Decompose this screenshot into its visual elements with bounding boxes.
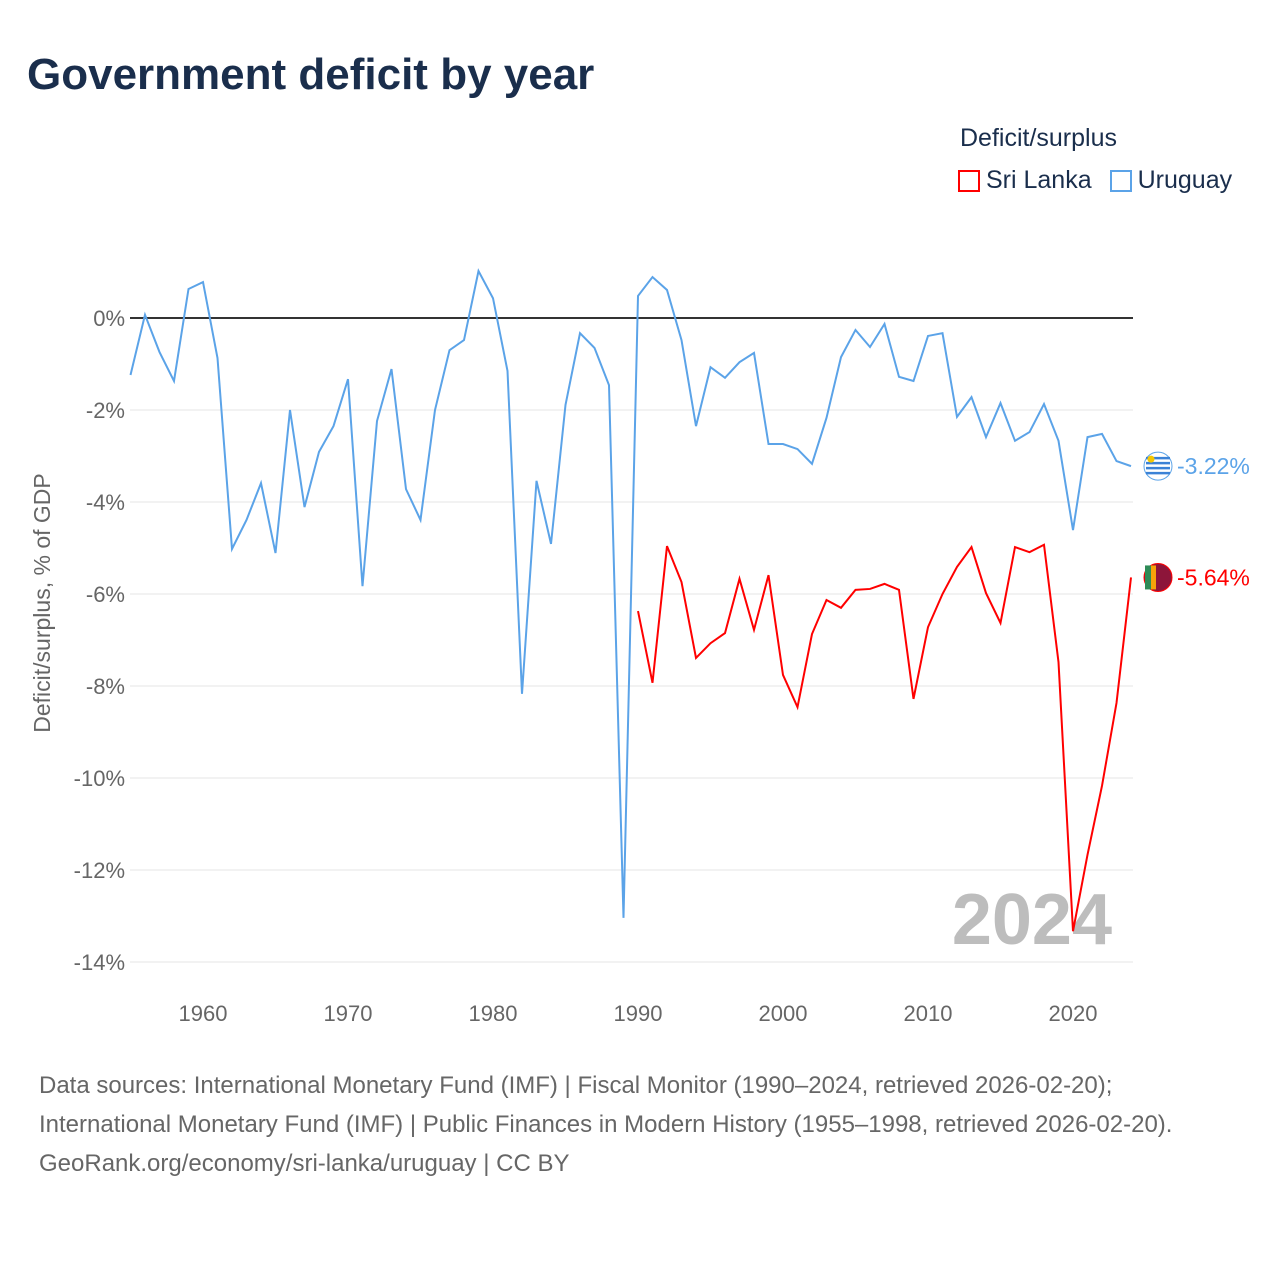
uruguay-flag-icon — [1143, 451, 1173, 481]
series-line-uruguay — [129, 268, 1132, 918]
legend-swatch — [958, 169, 980, 192]
x-tick-label: 2010 — [904, 1001, 953, 1026]
y-tick-label: -8% — [86, 674, 125, 699]
flag-stripe — [1151, 565, 1156, 590]
legend-label: Sri Lanka — [986, 166, 1092, 194]
y-tick-label: 0% — [93, 306, 125, 331]
y-axis-label: Deficit/surplus, % of GDP — [29, 473, 55, 732]
year-watermark: 2024 — [952, 880, 1112, 960]
end-value-label: -5.64% — [1177, 564, 1250, 590]
footer: Data sources: International Monetary Fun… — [39, 1066, 1239, 1183]
legend-title: Deficit/surplus — [960, 124, 1117, 152]
legend-swatch — [1109, 169, 1132, 192]
chart-title: Government deficit by year — [27, 50, 595, 99]
y-tick-label: -2% — [86, 398, 125, 423]
y-tick-label: -4% — [86, 490, 125, 515]
end-value-label: -3.22% — [1177, 453, 1250, 479]
flag-stripe — [1145, 565, 1151, 590]
y-tick-label: -14% — [74, 950, 125, 975]
line-chart: 0% -2% -4% -6% -8% -10% -12% -14% 1960 1970 1980 19… — [29, 268, 1250, 1026]
y-tick-label: -12% — [74, 858, 125, 883]
x-tick-label: 1990 — [614, 1001, 663, 1026]
y-tick-label: -10% — [74, 766, 125, 791]
series-line-sri-lanka — [637, 543, 1132, 932]
flag-sun — [1147, 455, 1155, 463]
legend: Sri Lanka Uruguay — [958, 166, 1232, 195]
y-tick-label: -6% — [86, 582, 125, 607]
legend-item-sri-lanka[interactable]: Sri Lanka — [958, 166, 1092, 195]
data-sources: Data sources: International Monetary Fun… — [39, 1072, 1173, 1138]
x-tick-label: 1960 — [179, 1001, 228, 1026]
x-tick-label: 1980 — [469, 1001, 518, 1026]
credit-link[interactable]: GeoRank.org/economy/sri-lanka/uruguay | … — [39, 1150, 570, 1177]
x-tick-label: 1970 — [324, 1001, 373, 1026]
x-tick-label: 2000 — [759, 1001, 808, 1026]
x-tick-label: 2020 — [1049, 1001, 1098, 1026]
legend-label: Uruguay — [1137, 166, 1233, 194]
legend-item-uruguay[interactable]: Uruguay — [1109, 166, 1233, 195]
